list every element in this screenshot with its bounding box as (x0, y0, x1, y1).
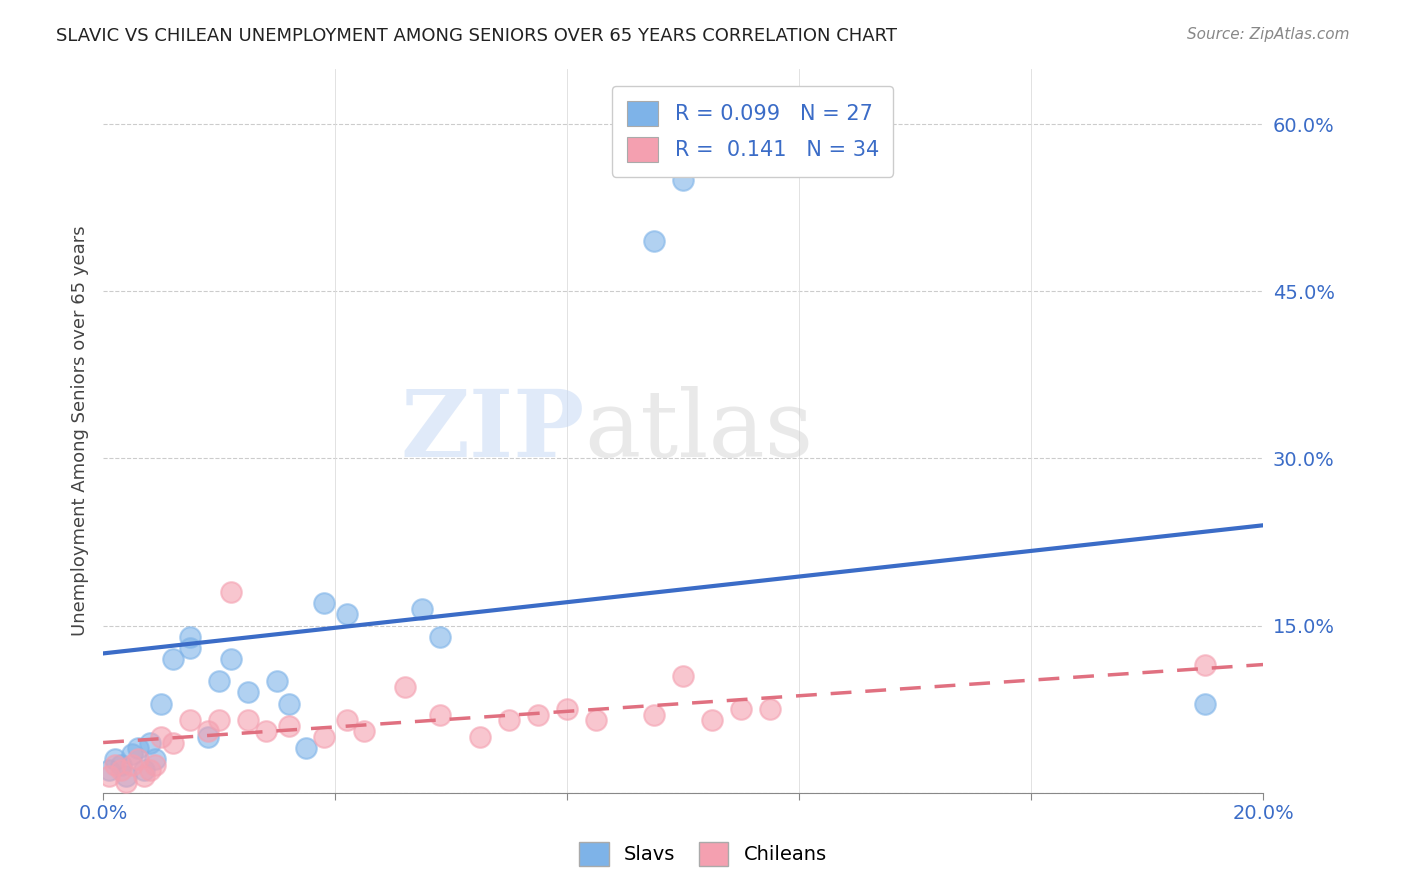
Point (150, 697, 173, 711)
Point (219, 585, 242, 599)
Text: Source: ZipAtlas.com: Source: ZipAtlas.com (1187, 27, 1350, 42)
Text: ZIP: ZIP (401, 385, 585, 475)
Point (115, 774, 138, 789)
Point (104, 752, 127, 766)
Point (110, 764, 132, 778)
Point (277, 719, 299, 733)
Point (672, 669, 695, 683)
Text: atlas: atlas (585, 385, 814, 475)
Point (104, 757, 127, 772)
Y-axis label: Unemployment Among Seniors over 65 years: Unemployment Among Seniors over 65 years (72, 226, 89, 636)
Legend: R = 0.099   N = 27, R =  0.141   N = 34: R = 0.099 N = 27, R = 0.141 N = 34 (612, 87, 893, 177)
Point (179, 640, 201, 655)
Point (127, 752, 149, 766)
Point (236, 713, 259, 727)
Point (143, 752, 166, 766)
Point (277, 697, 299, 711)
Point (700, 713, 723, 727)
Point (336, 607, 359, 622)
Point (312, 730, 335, 744)
Point (127, 741, 149, 756)
Point (527, 707, 550, 722)
Point (162, 735, 184, 749)
Point (730, 702, 752, 716)
Point (179, 630, 201, 644)
Point (672, 173, 695, 187)
Legend: Slavs, Chileans: Slavs, Chileans (572, 834, 834, 873)
Point (312, 596, 335, 610)
Point (585, 713, 607, 727)
Point (266, 674, 288, 689)
Point (353, 724, 375, 739)
Point (759, 702, 782, 716)
Point (336, 713, 359, 727)
Point (179, 713, 201, 727)
Point (97, 769, 120, 783)
Point (208, 713, 231, 727)
Point (138, 735, 160, 749)
Point (121, 747, 143, 761)
Point (429, 630, 451, 644)
Point (295, 741, 318, 756)
Point (643, 234, 665, 248)
Point (208, 674, 231, 689)
Point (236, 685, 259, 699)
Point (121, 757, 143, 772)
Point (143, 757, 166, 772)
Point (1194, 657, 1216, 672)
Point (394, 680, 416, 694)
Point (429, 707, 451, 722)
Point (150, 730, 173, 744)
Point (97, 764, 120, 778)
Point (254, 724, 277, 739)
Text: SLAVIC VS CHILEAN UNEMPLOYMENT AMONG SENIORS OVER 65 YEARS CORRELATION CHART: SLAVIC VS CHILEAN UNEMPLOYMENT AMONG SEN… (56, 27, 897, 45)
Point (468, 730, 491, 744)
Point (1194, 697, 1216, 711)
Point (197, 730, 219, 744)
Point (498, 713, 520, 727)
Point (132, 769, 155, 783)
Point (110, 757, 132, 772)
Point (643, 707, 665, 722)
Point (411, 602, 433, 616)
Point (132, 764, 155, 778)
Point (115, 769, 138, 783)
Point (555, 702, 578, 716)
Point (197, 724, 219, 739)
Point (219, 652, 242, 666)
Point (162, 652, 184, 666)
Point (138, 764, 160, 778)
